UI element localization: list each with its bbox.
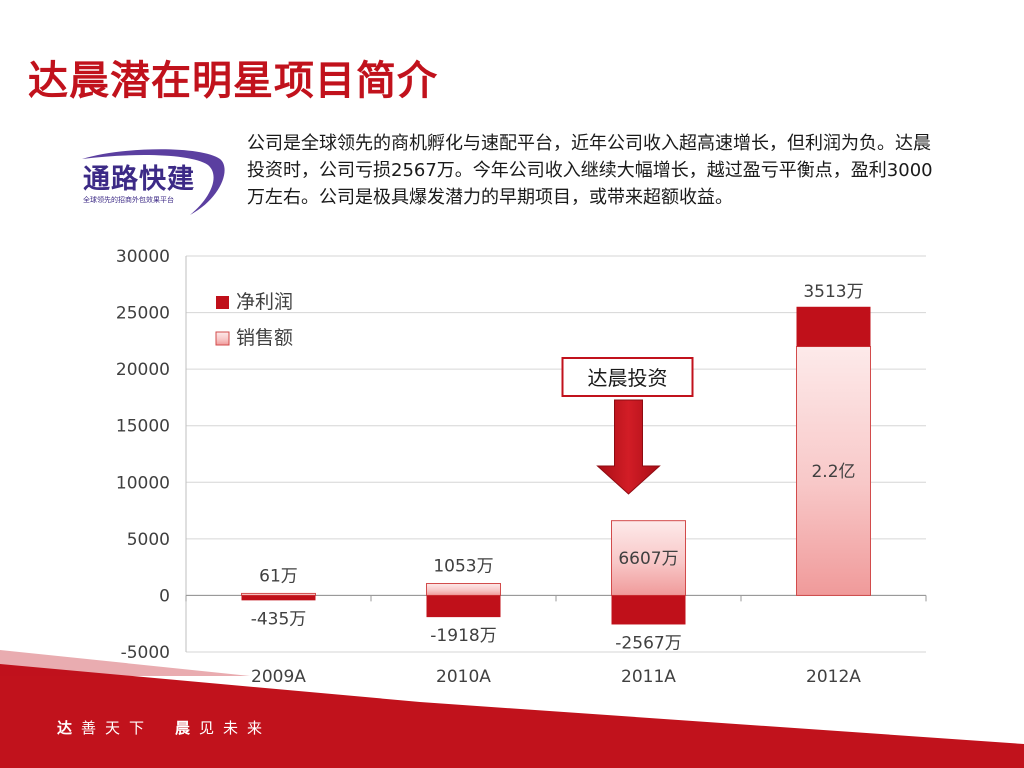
- y-tick-label: 10000: [116, 473, 170, 493]
- slogan-right-bold: 晨: [175, 719, 200, 737]
- footer-background: [0, 650, 1024, 768]
- net-profit-bar: [426, 595, 501, 618]
- sales-bar: [796, 346, 871, 596]
- net-profit-data-label: -1918万: [430, 626, 496, 646]
- x-tick-label: 2011A: [621, 667, 676, 687]
- footer-slogan: 达善天下 晨见未来: [57, 717, 271, 738]
- slogan-left-rest: 善天下: [81, 719, 154, 737]
- x-tick-label: 2010A: [436, 667, 491, 687]
- legend-label-net-profit: 净利润: [236, 291, 293, 313]
- legend-swatch-net-profit: [216, 296, 229, 309]
- y-tick-label: 20000: [116, 360, 170, 380]
- slogan-left-bold: 达: [57, 719, 82, 737]
- y-tick-label: 30000: [116, 247, 170, 267]
- down-arrow-icon: [596, 399, 661, 495]
- net-profit-bar: [796, 306, 871, 347]
- net-profit-data-label: -2567万: [615, 633, 681, 653]
- x-tick-label: 2009A: [251, 667, 306, 687]
- sales-data-label: 6607万: [618, 549, 678, 569]
- revenue-profit-chart: 30000 25000 20000 15000 10000 5000 0 -5000 2009…: [116, 247, 927, 687]
- net-profit-data-label: 3513万: [803, 282, 863, 302]
- callout-label: 达晨投资: [588, 366, 668, 390]
- y-tick-label: 15000: [116, 417, 170, 437]
- slogan-right-rest: 见未来: [199, 719, 272, 737]
- logo-name: 通路快建: [83, 164, 195, 195]
- chart-data-labels: -435万 61万 -1918万 1053万 -2567万 6607万 3513万 2.2亿: [251, 282, 864, 654]
- sales-bar: [611, 520, 686, 596]
- y-tick-label: 25000: [116, 304, 170, 324]
- investment-callout: 达晨投资: [561, 357, 694, 495]
- net-profit-bar: [241, 595, 316, 601]
- net-profit-data-label: -435万: [251, 609, 307, 629]
- sales-data-label: 61万: [259, 566, 298, 586]
- company-logo: 通路快建 全球领先的招商外包效果平台: [80, 147, 230, 227]
- x-axis-ticks: 2009A 2010A 2011A 2012A: [251, 667, 861, 687]
- logo-tagline: 全球领先的招商外包效果平台: [83, 196, 174, 204]
- y-tick-label: -5000: [121, 643, 170, 663]
- y-tick-label: 5000: [127, 530, 170, 550]
- y-tick-label: 0: [159, 586, 170, 606]
- sales-data-label: 2.2亿: [811, 462, 855, 482]
- chart-bars: [241, 306, 871, 625]
- legend-swatch-sales: [215, 331, 230, 346]
- sales-data-label: 1053万: [433, 557, 493, 577]
- x-tick-label: 2012A: [806, 667, 861, 687]
- sales-bar: [426, 583, 501, 596]
- sales-bar: [241, 592, 316, 596]
- footer-band: 达善天下 晨见未来: [0, 650, 1024, 768]
- logo-swoosh-icon: [82, 149, 225, 215]
- page-title: 达晨潜在明星项目简介: [28, 58, 438, 104]
- intro-paragraph: 公司是全球领先的商机孵化与速配平台，近年公司收入超高速增长，但利润为负。达晨投资…: [247, 133, 933, 208]
- legend-label-sales: 销售额: [236, 327, 293, 349]
- net-profit-bar: [611, 595, 686, 625]
- callout-box: [561, 357, 694, 397]
- y-axis-ticks: 30000 25000 20000 15000 10000 5000 0 -5000: [116, 247, 170, 663]
